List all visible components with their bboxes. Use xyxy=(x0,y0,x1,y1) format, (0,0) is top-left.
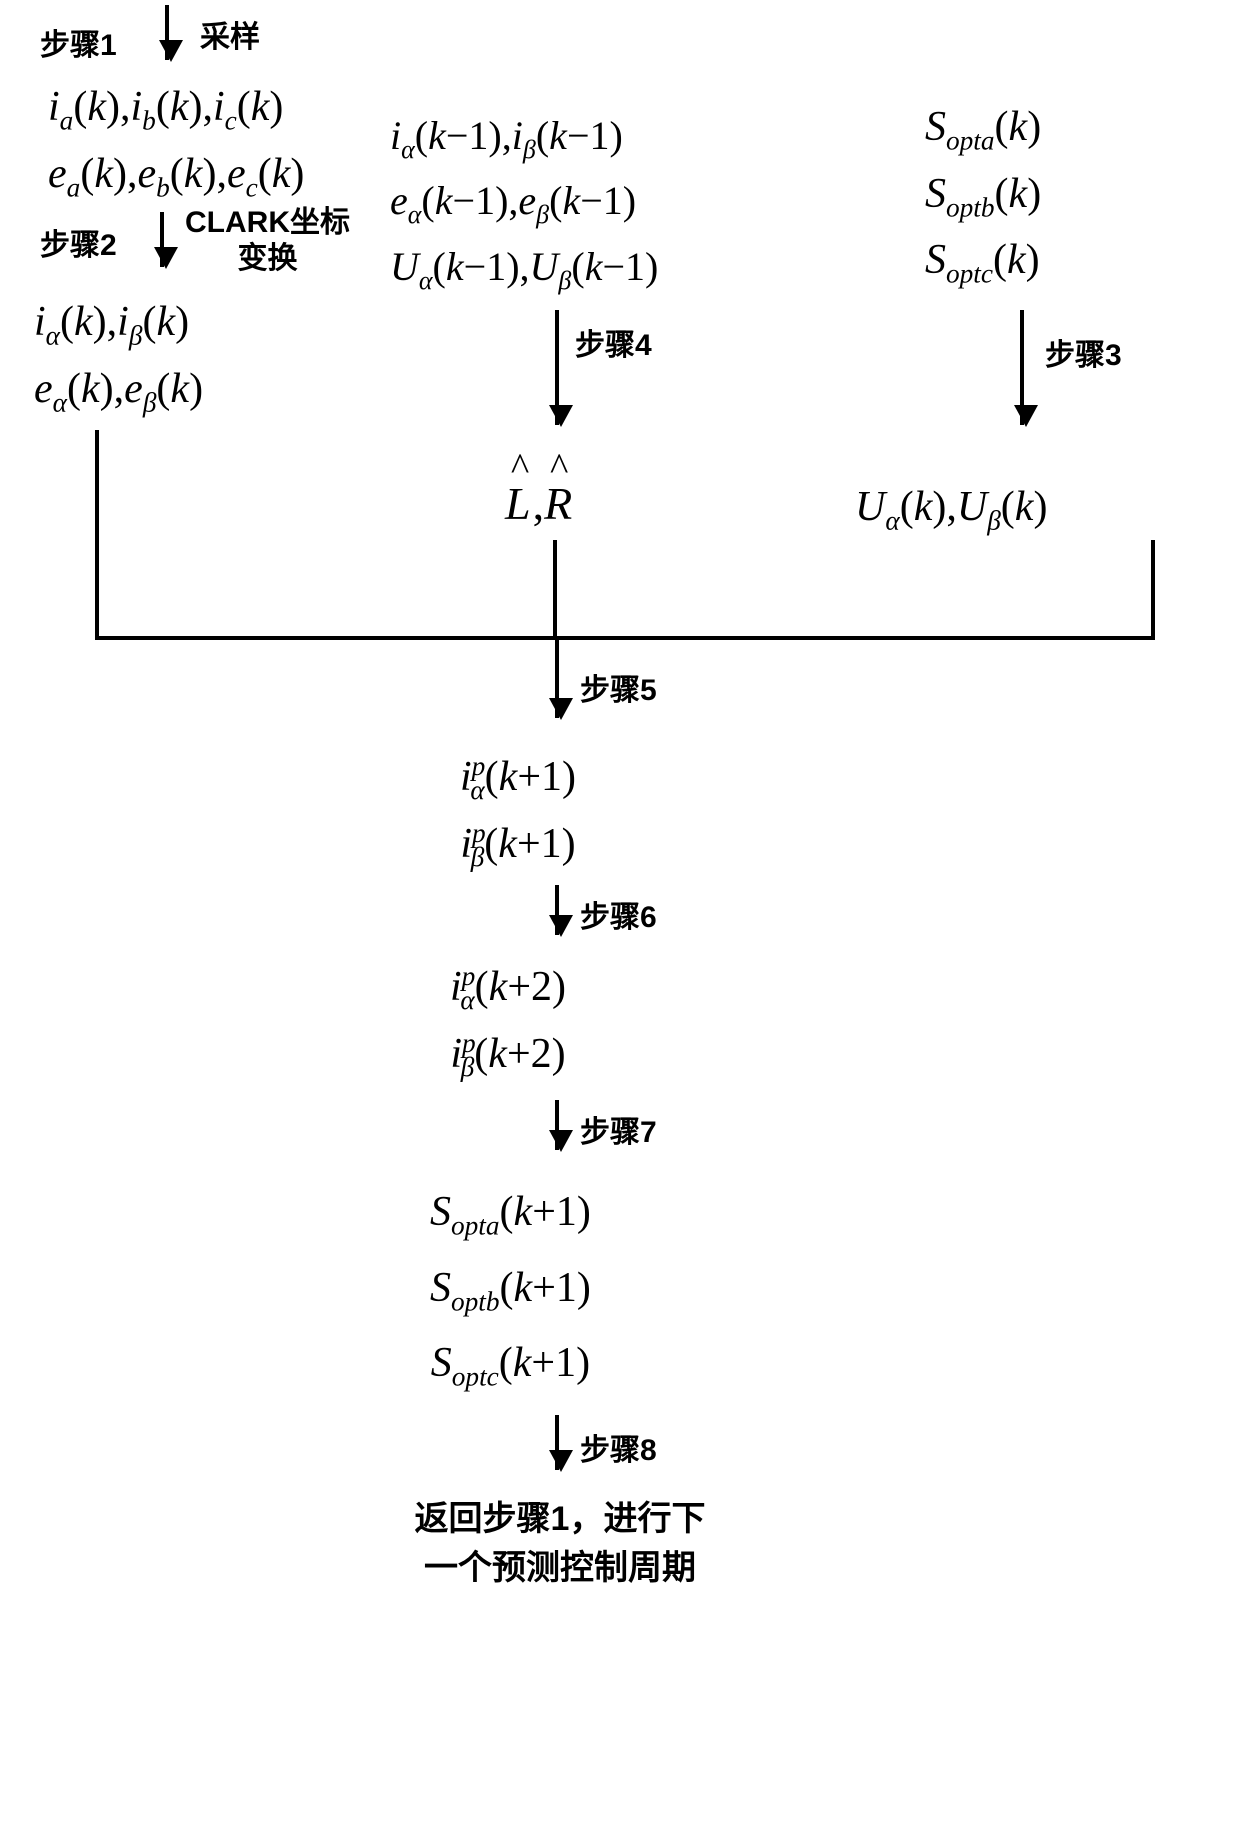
chain-pred-k2-a: ipα(k+2) xyxy=(450,955,566,1022)
col2-prior-e: eα(k−1),eβ(k−1) xyxy=(390,170,658,235)
col3-sopt-c: Soptc(k) xyxy=(925,228,1041,295)
step2-side-label: CLARK坐标 变换 xyxy=(185,205,350,277)
final-line1: 返回步骤1，进行下 xyxy=(350,1495,770,1544)
col1-sampled-e: ea(k),eb(k),ec(k) xyxy=(48,142,304,209)
step2-label: 步骤2 xyxy=(40,220,117,264)
arrow-step7 xyxy=(555,1100,559,1150)
col1-sampled-i: ia(k),ib(k),ic(k) xyxy=(48,75,304,142)
chain-pred-k2: ipα(k+2) ipβ(k+2) xyxy=(450,955,566,1088)
step5-label: 步骤5 xyxy=(580,665,657,709)
step6-label: 步骤6 xyxy=(580,892,657,936)
step8-label: 步骤8 xyxy=(580,1425,657,1469)
merge-center-stem xyxy=(553,540,557,640)
chain-sopt-k1: Sopta(k+1) Soptb(k+1) Soptc(k+1) xyxy=(430,1175,591,1402)
col3-sopt: Sopta(k) Soptb(k) Soptc(k) xyxy=(925,95,1041,295)
merge-hline xyxy=(95,636,1155,640)
step7-label: 步骤7 xyxy=(580,1107,657,1151)
col2-result: L,R xyxy=(505,468,574,539)
step1-side-label: 采样 xyxy=(200,20,260,56)
arrow-step4 xyxy=(555,310,559,425)
col1-sampled: ia(k),ib(k),ic(k) ea(k),eb(k),ec(k) xyxy=(48,75,304,208)
merge-left-stem xyxy=(95,430,99,640)
merge-right-stem xyxy=(1151,540,1155,640)
chain-pred-k1: ipα(k+1) ipβ(k+1) xyxy=(460,745,576,878)
arrow-step8 xyxy=(555,1415,559,1470)
arrow-step1 xyxy=(165,5,169,60)
chain-sopt-k1-c: Soptc(k+1) xyxy=(430,1326,591,1402)
col1-clark-i: iα(k),iβ(k) xyxy=(34,290,203,357)
chain-pred-k2-b: ipβ(k+2) xyxy=(450,1022,566,1089)
final-line2: 一个预测控制周期 xyxy=(350,1544,770,1593)
col3-sopt-a: Sopta(k) xyxy=(925,95,1041,162)
step3-label: 步骤3 xyxy=(1045,330,1122,374)
arrow-step6 xyxy=(555,885,559,935)
final-text: 返回步骤1，进行下 一个预测控制周期 xyxy=(350,1495,770,1594)
arrow-step3 xyxy=(1020,310,1024,425)
col2-prior-u: Uα(k−1),Uβ(k−1) xyxy=(390,236,658,301)
chain-sopt-k1-a: Sopta(k+1) xyxy=(430,1175,591,1251)
step2-side-line2: 变换 xyxy=(185,241,350,277)
step4-label: 步骤4 xyxy=(575,320,652,364)
col1-clark: iα(k),iβ(k) eα(k),eβ(k) xyxy=(34,290,203,423)
step2-side-line1: CLARK坐标 xyxy=(185,205,350,241)
step1-label: 步骤1 xyxy=(40,20,117,64)
col3-result: Uα(k),Uβ(k) xyxy=(855,475,1047,542)
col2-prior-i: iα(k−1),iβ(k−1) xyxy=(390,105,658,170)
arrow-step5 xyxy=(555,640,559,718)
col3-sopt-b: Soptb(k) xyxy=(925,162,1041,229)
col2-prior: iα(k−1),iβ(k−1) eα(k−1),eβ(k−1) Uα(k−1),… xyxy=(390,105,658,301)
col1-clark-e: eα(k),eβ(k) xyxy=(34,357,203,424)
arrow-step2 xyxy=(160,212,164,267)
chain-pred-k1-a: ipα(k+1) xyxy=(460,745,576,812)
chain-pred-k1-b: ipβ(k+1) xyxy=(460,812,576,879)
chain-sopt-k1-b: Soptb(k+1) xyxy=(430,1251,591,1327)
